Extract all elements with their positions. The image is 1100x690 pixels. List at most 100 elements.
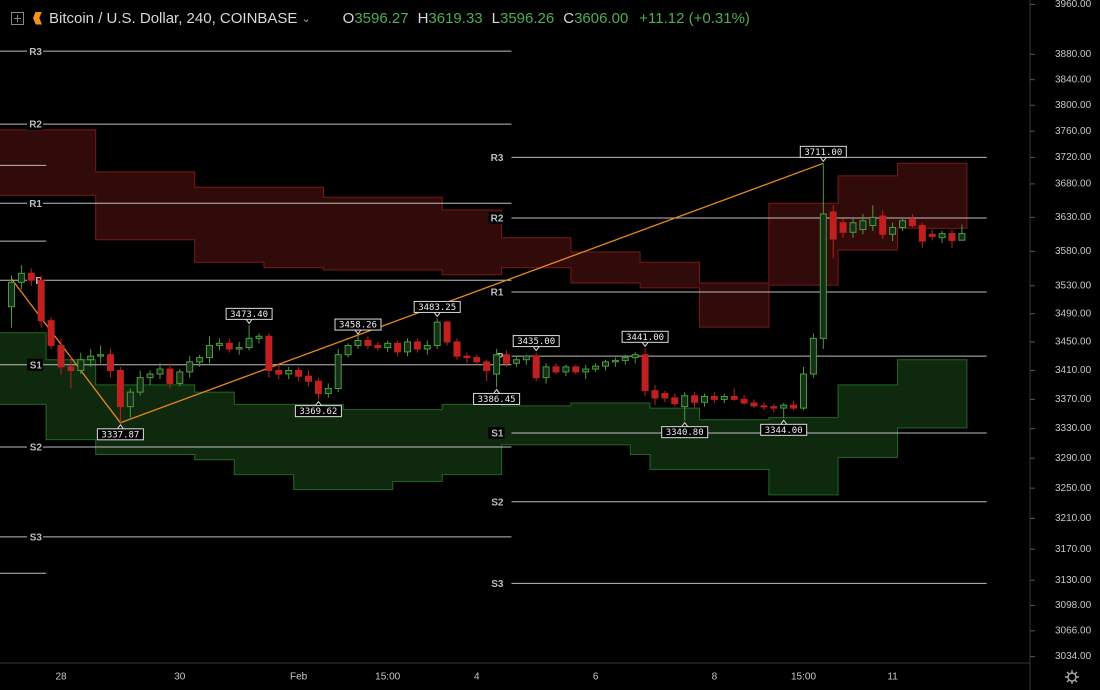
x-tick-label: Feb <box>290 672 308 683</box>
candle-body <box>146 373 154 379</box>
candle-body <box>295 369 303 377</box>
label-pointer <box>780 419 788 425</box>
legend-header: Bitcoin / U.S. Dollar, 240, COINBASE ⌄ O… <box>0 6 750 30</box>
ohlc-value: 3596.26 <box>499 9 555 27</box>
y-tick-label: 3840.00 <box>1055 74 1092 85</box>
candle-body <box>116 369 124 408</box>
pivot-label: S2 <box>30 443 43 454</box>
pivot-label-bg <box>27 358 43 371</box>
candle-body <box>433 321 441 346</box>
candle-body <box>67 366 75 371</box>
pivot-label-bg <box>488 286 505 299</box>
candle-body <box>305 375 312 382</box>
candle-body <box>750 402 758 407</box>
candle-body <box>255 335 263 339</box>
symbol-menu[interactable]: ⌄ <box>301 12 311 25</box>
candle-body <box>136 377 144 393</box>
pivot-label: S1 <box>30 360 43 371</box>
price-label: 3337.87 <box>101 430 139 440</box>
candle-body <box>819 213 827 339</box>
candle-body <box>423 344 431 350</box>
pivot-label: S2 <box>491 497 504 508</box>
y-tick-label: 3960.00 <box>1055 0 1092 10</box>
label-pointer <box>117 423 124 430</box>
y-tick-label: 3630.00 <box>1055 212 1092 223</box>
price-label: 3369.62 <box>299 407 337 417</box>
price-label-box <box>473 392 521 405</box>
label-pointer <box>532 346 540 352</box>
price-label-box <box>512 335 560 348</box>
candle-body <box>285 369 293 375</box>
candle-body <box>839 222 847 233</box>
price-change: +11.12 (+0.31%) <box>639 9 750 27</box>
candle-body <box>27 272 35 281</box>
candle-body <box>691 395 699 403</box>
candle-body <box>651 390 659 399</box>
candle-body <box>869 216 877 226</box>
candle-body <box>720 395 728 400</box>
candle-body <box>899 220 906 229</box>
candle-body <box>512 359 520 364</box>
pivot-label-bg <box>488 495 505 508</box>
pivot-label: R2 <box>29 120 42 131</box>
candle-body <box>275 369 283 375</box>
candle-body <box>552 366 560 373</box>
price-label-box <box>661 426 709 439</box>
candle-body <box>404 341 411 353</box>
label-pointer <box>493 388 500 394</box>
y-tick-label: 3130.00 <box>1055 575 1092 586</box>
y-tick-label: 3210.00 <box>1055 513 1092 524</box>
candle-body <box>483 361 491 371</box>
symbol-title[interactable]: Bitcoin / U.S. Dollar, 240, COINBASE <box>49 9 298 27</box>
candle-body <box>443 321 451 343</box>
pivot-label: R1 <box>491 288 504 299</box>
price-label-box <box>413 300 461 313</box>
y-tick-label: 3066.00 <box>1055 625 1092 636</box>
price-label: 3435.00 <box>517 337 555 347</box>
candle-body <box>681 395 689 408</box>
price-label: 3711.00 <box>804 148 842 158</box>
candle-body <box>740 398 748 404</box>
candle-body <box>107 354 114 371</box>
candle-body <box>206 344 213 359</box>
settings-button[interactable] <box>1065 670 1079 684</box>
ohlc-key: H <box>417 9 429 27</box>
symbol-icon <box>33 11 42 25</box>
ohlc-key: O <box>342 9 355 27</box>
label-pointer <box>819 157 827 163</box>
candle-body <box>413 341 421 350</box>
candle-body <box>166 368 174 384</box>
candle-body <box>156 368 164 375</box>
pivot-label: R3 <box>491 153 504 164</box>
candle-body <box>126 391 134 408</box>
candle-body <box>8 281 15 308</box>
candle-body <box>809 337 817 375</box>
x-tick-label: 11 <box>887 672 898 683</box>
price-label-box <box>621 330 669 343</box>
expand-icon[interactable] <box>11 11 24 25</box>
candle-body <box>196 357 204 363</box>
candle-body <box>57 344 65 368</box>
price-label-box <box>334 318 382 331</box>
y-tick-label: 3410.00 <box>1055 365 1092 376</box>
x-tick-label: 28 <box>55 672 67 683</box>
candle-body <box>87 355 95 361</box>
candle-body <box>770 406 778 409</box>
price-label: 3344.00 <box>765 426 803 436</box>
candle-body <box>245 337 253 349</box>
candle-body <box>176 371 184 384</box>
candle-body <box>710 395 718 400</box>
candle-body <box>730 395 738 400</box>
pivot-label-bg <box>27 530 43 543</box>
candle-body <box>611 359 619 363</box>
pivot-label: S3 <box>30 532 43 543</box>
pivot-label: S1 <box>491 429 504 440</box>
label-pointer <box>245 319 253 325</box>
candle-body <box>77 359 85 371</box>
x-tick-label: 15:00 <box>375 672 400 683</box>
candle-body <box>631 354 639 359</box>
candle-body <box>800 373 807 409</box>
pivot-label-bg <box>27 118 43 131</box>
candle-body <box>889 227 897 235</box>
